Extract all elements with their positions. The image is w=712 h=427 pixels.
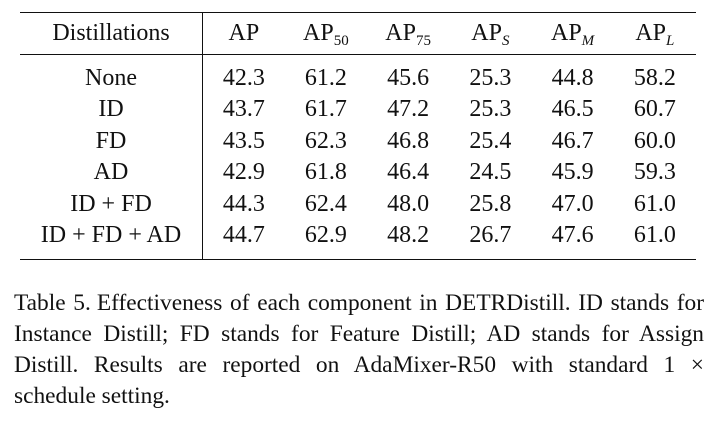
header-apl-base: AP xyxy=(635,19,667,46)
cell-ap75: 48.0 xyxy=(387,190,430,217)
cell-ap: 44.3 xyxy=(222,190,265,217)
cell-ap50: 61.7 xyxy=(304,96,347,123)
cell-ap50: 62.3 xyxy=(304,127,347,154)
cell-apl: 60.7 xyxy=(633,96,676,123)
cell-ap: 42.9 xyxy=(222,159,265,186)
cell-ap: 42.3 xyxy=(202,53,285,94)
header-ap50-sub: 50 xyxy=(333,32,349,49)
cell-ap: 44.7 xyxy=(202,219,285,260)
table-body: None 42.3 61.2 45.6 25.3 44.8 58.2 ID 43… xyxy=(20,53,696,260)
cell-ap: 43.7 xyxy=(222,96,265,123)
cell-aps: 26.7 xyxy=(449,219,532,260)
cell-apm: 44.8 xyxy=(531,53,614,94)
cell-aps: 24.5 xyxy=(469,159,512,186)
row-name: None xyxy=(20,53,204,94)
cell-apl: 61.0 xyxy=(633,190,676,217)
cell-ap50: 62.9 xyxy=(284,219,367,260)
cell-ap75: 46.8 xyxy=(387,127,430,154)
cell-apl: 61.0 xyxy=(613,219,696,260)
cell-ap75: 47.2 xyxy=(387,96,430,123)
row-name: AD xyxy=(20,156,204,188)
table-row: ID + FD + AD 44.7 62.9 48.2 26.7 47.6 61… xyxy=(20,219,696,260)
table-caption: Table 5. Effectiveness of each component … xyxy=(14,288,704,412)
row-name: ID + FD xyxy=(20,188,204,220)
cell-aps: 25.3 xyxy=(449,53,532,94)
header-ap: AP xyxy=(202,12,285,55)
cell-ap50: 61.8 xyxy=(304,159,347,186)
header-aps-base: AP xyxy=(471,19,502,46)
table-header: Distillations AP AP50 AP75 APS APM APL xyxy=(20,12,696,55)
cell-ap: 43.5 xyxy=(222,127,265,154)
cell-apm: 46.7 xyxy=(551,127,594,154)
row-name: ID + FD + AD xyxy=(20,219,204,260)
cell-ap75: 48.2 xyxy=(367,219,450,260)
row-name: FD xyxy=(20,125,204,157)
header-row: Distillations AP AP50 AP75 APS APM APL xyxy=(20,12,696,55)
table-row: None 42.3 61.2 45.6 25.3 44.8 58.2 xyxy=(20,53,696,94)
row-name: ID xyxy=(20,93,204,125)
header-ap50-base: AP xyxy=(303,19,334,46)
header-ap50: AP50 xyxy=(284,12,367,55)
cell-apl: 60.0 xyxy=(633,127,676,154)
cell-apm: 47.6 xyxy=(531,219,614,260)
cell-apm: 47.0 xyxy=(551,190,594,217)
header-apm: APM xyxy=(531,12,614,55)
header-apm-sub: M xyxy=(581,32,595,49)
cell-aps: 25.3 xyxy=(469,96,512,123)
cell-apm: 45.9 xyxy=(551,159,594,186)
results-table: Distillations AP AP50 AP75 APS APM APL N… xyxy=(20,12,696,260)
cell-aps: 25.4 xyxy=(469,127,512,154)
cell-apl: 58.2 xyxy=(613,53,696,94)
caption-text: Effectiveness of each component in DETRD… xyxy=(14,290,704,409)
cell-apm: 46.5 xyxy=(551,96,594,123)
table-row: ID 43.7 61.7 47.2 25.3 46.5 60.7 xyxy=(20,93,696,125)
header-apl-sub: L xyxy=(666,32,675,49)
header-aps: APS xyxy=(449,12,532,55)
header-ap75: AP75 xyxy=(367,12,450,55)
header-apl: APL xyxy=(613,12,696,55)
header-distillations: Distillations xyxy=(20,12,204,55)
header-aps-sub: S xyxy=(501,32,510,49)
table-row: FD 43.5 62.3 46.8 25.4 46.7 60.0 xyxy=(20,125,696,157)
header-ap75-sub: 75 xyxy=(415,32,431,49)
cell-ap50: 62.4 xyxy=(304,190,347,217)
table-row: AD 42.9 61.8 46.4 24.5 45.9 59.3 xyxy=(20,156,696,188)
cell-ap75: 45.6 xyxy=(367,53,450,94)
header-ap75-base: AP xyxy=(385,19,416,46)
cell-ap50: 61.2 xyxy=(284,53,367,94)
table-row: ID + FD 44.3 62.4 48.0 25.8 47.0 61.0 xyxy=(20,188,696,220)
caption-label: Table 5. xyxy=(14,290,91,316)
cell-ap75: 46.4 xyxy=(387,159,430,186)
header-apm-base: AP xyxy=(550,19,582,46)
cell-apl: 59.3 xyxy=(633,159,676,186)
cell-aps: 25.8 xyxy=(469,190,512,217)
